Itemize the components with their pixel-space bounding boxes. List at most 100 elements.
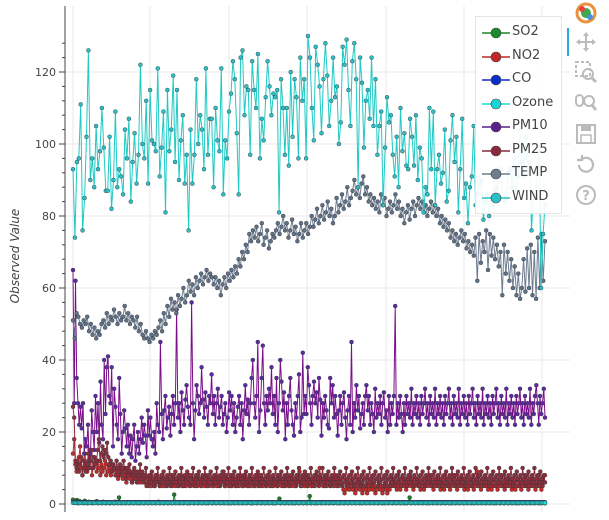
- point-pm10: [351, 401, 357, 406]
- point-no2: [471, 487, 476, 492]
- point-pm25: [395, 480, 401, 485]
- point-pm25: [202, 465, 208, 471]
- point-wind: [444, 199, 449, 204]
- point-pm25: [100, 444, 105, 449]
- point-pm25: [232, 469, 237, 474]
- legend-item-temp[interactable]: TEMP: [476, 162, 561, 184]
- box-zoom-icon[interactable]: [573, 59, 599, 85]
- point-pm25: [403, 476, 409, 481]
- point-pm10: [425, 401, 430, 406]
- help-icon[interactable]: ?: [573, 182, 599, 208]
- point-pm10: [161, 408, 167, 413]
- point-temp: [277, 231, 282, 237]
- legend[interactable]: SO2 NO2 CO Ozone PM10 PM25 TEMP WIND: [475, 16, 562, 214]
- point-wind: [373, 76, 378, 82]
- point-pm10: [399, 411, 404, 417]
- point-pm25: [413, 480, 418, 485]
- pan-icon[interactable]: [573, 29, 599, 55]
- point-pm25: [488, 473, 494, 478]
- point-wind: [195, 141, 201, 147]
- point-pm25: [116, 469, 122, 474]
- point-pm10: [184, 383, 189, 388]
- point-wind: [423, 184, 428, 190]
- point-no2: [385, 491, 390, 496]
- point-pm25: [219, 480, 224, 485]
- point-pm10: [531, 411, 536, 417]
- point-pm10: [210, 411, 216, 417]
- point-pm10: [284, 401, 289, 406]
- point-wind: [292, 76, 297, 82]
- point-pm25: [380, 476, 385, 481]
- point-pm10: [85, 422, 91, 427]
- point-pm10: [318, 397, 323, 402]
- point-pm25: [239, 476, 244, 481]
- point-temp: [72, 336, 78, 341]
- point-wind: [140, 141, 145, 147]
- point-temp: [338, 202, 343, 208]
- point-temp: [498, 249, 503, 255]
- point-pm25: [234, 483, 239, 489]
- point-no2: [364, 491, 370, 496]
- point-pm25: [522, 483, 528, 489]
- point-temp: [259, 220, 264, 226]
- point-wind: [159, 145, 164, 150]
- legend-item-pm10[interactable]: PM10: [476, 115, 561, 137]
- point-temp: [245, 249, 250, 255]
- point-pm25: [114, 458, 119, 463]
- legend-item-co[interactable]: CO: [476, 68, 561, 90]
- point-pm25: [278, 480, 283, 485]
- point-pm25: [348, 480, 353, 485]
- point-pm10: [133, 458, 138, 463]
- point-wind: [454, 134, 459, 140]
- point-temp: [220, 282, 225, 287]
- point-pm25: [431, 480, 436, 485]
- point-pm10: [492, 401, 498, 406]
- point-pm25: [442, 480, 448, 485]
- legend-item-so2[interactable]: SO2: [476, 21, 561, 43]
- point-pm10: [422, 386, 428, 391]
- point-pm25: [188, 473, 193, 478]
- legend-item-no2[interactable]: NO2: [476, 45, 561, 67]
- wheel-zoom-icon[interactable]: [573, 90, 599, 116]
- point-wind: [409, 134, 415, 140]
- point-pm25: [536, 480, 542, 485]
- point-pm10: [79, 426, 84, 431]
- save-icon[interactable]: [573, 121, 599, 147]
- point-temp: [118, 318, 124, 323]
- point-wind: [213, 105, 218, 111]
- point-temp: [450, 228, 455, 233]
- point-temp: [396, 199, 402, 204]
- point-temp: [266, 246, 272, 251]
- point-wind: [255, 51, 261, 57]
- point-pm25: [412, 473, 417, 478]
- point-pm10: [532, 393, 538, 399]
- point-pm10: [359, 411, 364, 417]
- point-wind: [436, 152, 442, 158]
- point-wind: [222, 138, 228, 143]
- legend-item-wind[interactable]: WIND: [476, 186, 561, 208]
- point-no2: [347, 487, 352, 492]
- point-pm10: [241, 408, 247, 413]
- point-pm25: [283, 480, 289, 485]
- point-wind: [540, 231, 546, 237]
- point-pm10: [94, 429, 99, 435]
- point-pm10: [204, 404, 209, 409]
- point-wind: [271, 91, 276, 96]
- point-pm25: [449, 465, 455, 471]
- point-temp: [229, 267, 234, 273]
- point-temp: [282, 228, 288, 233]
- point-pm25: [312, 473, 317, 478]
- point-pm10: [279, 379, 284, 384]
- legend-item-pm25[interactable]: PM25: [476, 139, 561, 161]
- point-pm25: [290, 469, 296, 474]
- point-temp: [101, 318, 106, 323]
- point-pm10: [311, 379, 317, 384]
- point-wind: [361, 145, 367, 150]
- reset-icon[interactable]: [573, 152, 599, 178]
- point-wind: [203, 66, 209, 71]
- point-temp: [158, 318, 163, 323]
- point-wind: [382, 145, 388, 150]
- legend-item-ozone[interactable]: Ozone: [476, 92, 561, 114]
- point-no2: [438, 487, 443, 492]
